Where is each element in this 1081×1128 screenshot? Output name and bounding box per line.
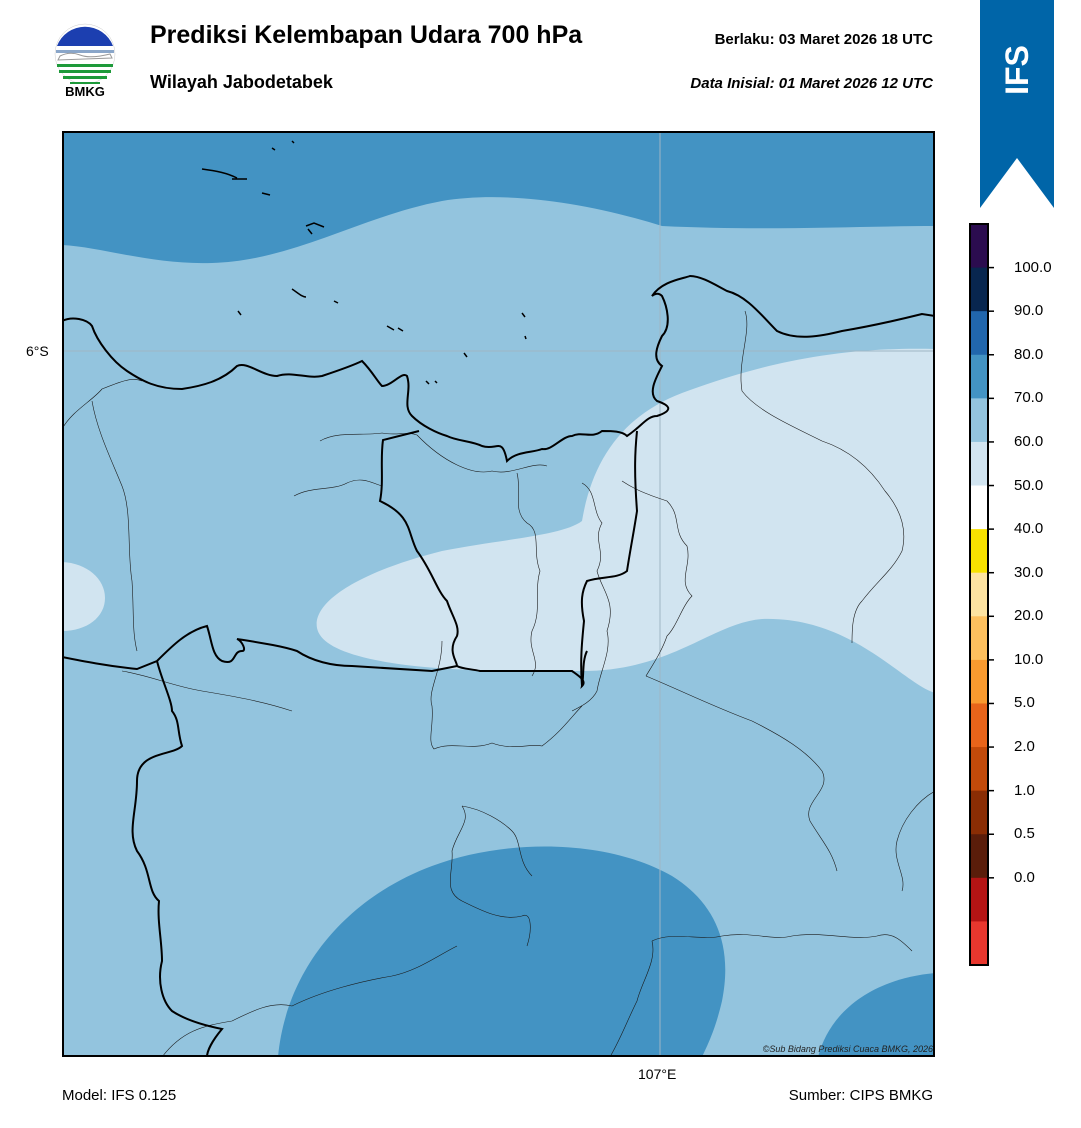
colorbar-segment	[970, 921, 988, 966]
colorbar-tick-label: 20.0	[1014, 607, 1044, 625]
humidity-colorbar	[969, 223, 994, 966]
colorbar-segment	[970, 354, 988, 399]
bmkg-logo	[54, 23, 116, 85]
colorbar-segment	[970, 267, 988, 312]
colorbar-tick-label: 70.0	[1014, 389, 1044, 407]
colorbar-tick-label: 5.0	[1014, 694, 1035, 712]
regency-boundaries	[62, 310, 935, 1057]
ifs-badge: IFS	[980, 0, 1054, 208]
colorbar-tick-label: 60.0	[1014, 432, 1044, 450]
colorbar-tick-label: 0.0	[1014, 868, 1035, 886]
colorbar-segment	[970, 485, 988, 530]
logo-text: BMKG	[65, 84, 105, 99]
colorbar-tick-label: 80.0	[1014, 345, 1044, 363]
humidity-map	[62, 131, 935, 1057]
model-label: Model: IFS 0.125	[62, 1087, 177, 1104]
colorbar-tick-label: 0.5	[1014, 825, 1035, 843]
colorbar-segment	[970, 529, 988, 574]
colorbar-tick-label: 50.0	[1014, 476, 1044, 494]
map-subtitle: Wilayah Jabodetabek	[150, 72, 333, 92]
colorbar-tick-label: 30.0	[1014, 563, 1044, 581]
ifs-badge-text: IFS	[999, 45, 1035, 95]
colorbar-segment	[970, 703, 988, 748]
colorbar-segment	[970, 572, 988, 617]
colorbar-tick-label: 2.0	[1014, 738, 1035, 756]
humidity-zone-50-60-west	[62, 562, 105, 631]
thousand-islands	[201, 140, 527, 385]
latitude-label: 6°S	[26, 343, 49, 359]
map-credit: ©Sub Bidang Prediksi Cuaca BMKG, 2026	[762, 1044, 933, 1054]
colorbar-segment	[970, 616, 988, 661]
colorbar-tick-label: 10.0	[1014, 650, 1044, 668]
humidity-zone-70-80-north	[62, 131, 935, 264]
colorbar-segment	[970, 398, 988, 443]
init-time: Data Inisial: 01 Maret 2026 12 UTC	[690, 75, 933, 92]
longitude-label: 107°E	[638, 1066, 677, 1082]
colorbar-tick-label: 100.0	[1014, 258, 1052, 276]
humidity-zone-70-80-south	[278, 846, 726, 1057]
colorbar-segment	[970, 790, 988, 835]
colorbar-tick-label: 90.0	[1014, 302, 1044, 320]
colorbar-tick-label: 40.0	[1014, 520, 1044, 538]
colorbar-segment	[970, 877, 988, 922]
colorbar-segment	[970, 834, 988, 879]
map-title: Prediksi Kelembapan Udara 700 hPa	[150, 21, 583, 49]
colorbar-segment	[970, 311, 988, 356]
humidity-zone-70-80-southeast	[818, 973, 935, 1057]
colorbar-segment	[970, 224, 988, 269]
humidity-zone-50-60-center	[316, 348, 935, 693]
source-label: Sumber: CIPS BMKG	[788, 1087, 933, 1104]
valid-time: Berlaku: 03 Maret 2026 18 UTC	[714, 31, 933, 48]
province-boundaries	[62, 274, 935, 1057]
colorbar-segment	[970, 747, 988, 792]
colorbar-segment	[970, 659, 988, 704]
colorbar-segment	[970, 441, 988, 487]
colorbar-segments	[970, 224, 988, 966]
colorbar-tick-label: 1.0	[1014, 781, 1035, 799]
